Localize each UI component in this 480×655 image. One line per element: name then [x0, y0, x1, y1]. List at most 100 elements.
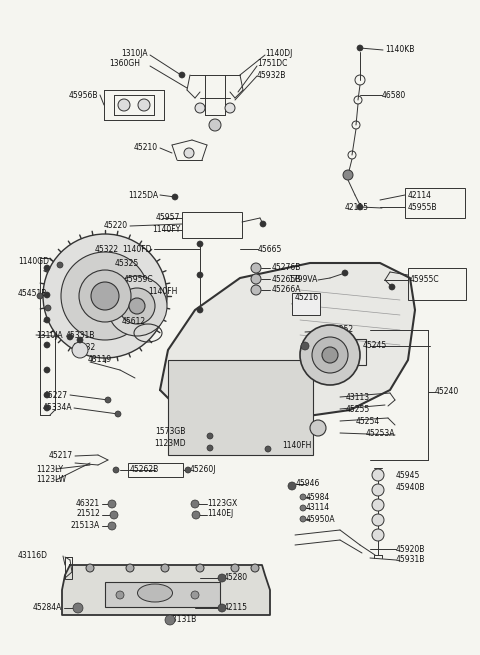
Circle shape: [113, 467, 119, 473]
Circle shape: [57, 262, 63, 268]
Circle shape: [357, 45, 363, 51]
Polygon shape: [62, 565, 270, 615]
Text: 45332: 45332: [72, 343, 96, 352]
Text: 45265B: 45265B: [272, 274, 301, 284]
Bar: [65, 557, 72, 579]
Circle shape: [108, 522, 116, 530]
Text: 45266A: 45266A: [272, 286, 301, 295]
Text: 45331B: 45331B: [66, 331, 96, 339]
Circle shape: [342, 270, 348, 276]
Text: 45245: 45245: [363, 341, 387, 350]
Circle shape: [191, 591, 199, 599]
Text: 45956B: 45956B: [69, 90, 98, 100]
Text: 45946: 45946: [296, 479, 320, 489]
Text: 45347: 45347: [334, 356, 359, 364]
Polygon shape: [160, 263, 415, 420]
Circle shape: [44, 405, 50, 411]
Circle shape: [37, 293, 43, 299]
Circle shape: [300, 505, 306, 511]
Circle shape: [197, 307, 203, 313]
Text: 43131B: 43131B: [168, 614, 197, 624]
Circle shape: [138, 99, 150, 111]
Circle shape: [110, 511, 118, 519]
Circle shape: [310, 420, 326, 436]
Text: 45959C: 45959C: [124, 274, 154, 284]
Text: 1140FH: 1140FH: [282, 441, 312, 451]
Text: 45945: 45945: [396, 470, 420, 479]
Circle shape: [44, 367, 50, 373]
Circle shape: [372, 529, 384, 541]
Text: 45665: 45665: [258, 244, 282, 253]
Bar: [405, 188, 465, 218]
Circle shape: [251, 274, 261, 284]
Text: 45920B: 45920B: [396, 544, 425, 553]
Text: 45227: 45227: [44, 390, 68, 400]
Text: 45254: 45254: [356, 417, 380, 426]
Circle shape: [119, 288, 155, 324]
Text: 42115: 42115: [224, 603, 248, 612]
Text: 1140EJ: 1140EJ: [207, 510, 233, 519]
Text: 45984: 45984: [306, 493, 330, 502]
Circle shape: [126, 564, 134, 572]
Circle shape: [300, 325, 360, 385]
Text: 45955B: 45955B: [408, 202, 437, 212]
Bar: [182, 212, 242, 238]
Circle shape: [260, 221, 266, 227]
Text: 45262B: 45262B: [130, 464, 159, 474]
Circle shape: [265, 446, 271, 452]
Circle shape: [44, 317, 50, 323]
Text: 45240: 45240: [435, 388, 459, 396]
Text: 1123MD: 1123MD: [155, 440, 186, 449]
Text: 45322: 45322: [95, 244, 119, 253]
Circle shape: [312, 337, 348, 373]
Circle shape: [79, 270, 131, 322]
Text: 43114: 43114: [306, 504, 330, 512]
Bar: [408, 268, 466, 300]
Bar: [168, 360, 313, 455]
Circle shape: [115, 411, 121, 417]
Ellipse shape: [137, 584, 172, 602]
Text: 43119: 43119: [88, 356, 112, 364]
Circle shape: [389, 284, 395, 290]
Text: 1140FY: 1140FY: [152, 225, 180, 234]
Text: 45276B: 45276B: [272, 263, 301, 272]
Text: 45612: 45612: [122, 318, 146, 326]
Text: 21512: 21512: [76, 510, 100, 519]
Circle shape: [44, 292, 50, 298]
Text: 45253A: 45253A: [366, 428, 396, 438]
Circle shape: [343, 170, 353, 180]
Text: 45955C: 45955C: [410, 276, 440, 284]
Text: 45940B: 45940B: [396, 483, 425, 491]
Text: 45950A: 45950A: [306, 514, 336, 523]
Circle shape: [61, 252, 149, 340]
Circle shape: [118, 99, 130, 111]
Text: 1123LY: 1123LY: [36, 464, 63, 474]
Text: 45334A: 45334A: [42, 403, 72, 413]
Text: 1310JA: 1310JA: [121, 48, 148, 58]
Circle shape: [107, 276, 167, 336]
Circle shape: [179, 72, 185, 78]
Text: 45210: 45210: [134, 143, 158, 153]
Text: 45255: 45255: [346, 405, 370, 413]
Circle shape: [196, 564, 204, 572]
Circle shape: [44, 342, 50, 348]
Circle shape: [288, 482, 296, 490]
Circle shape: [372, 469, 384, 481]
Text: 45217: 45217: [49, 451, 73, 460]
Circle shape: [195, 103, 205, 113]
Circle shape: [218, 604, 226, 612]
Circle shape: [44, 265, 50, 271]
Circle shape: [45, 305, 51, 311]
Text: 1140KB: 1140KB: [385, 45, 414, 54]
Circle shape: [251, 564, 259, 572]
Text: 1601DA: 1601DA: [310, 341, 340, 350]
Text: 1125DA: 1125DA: [128, 191, 158, 200]
Text: 21513A: 21513A: [71, 521, 100, 529]
Circle shape: [372, 499, 384, 511]
Circle shape: [43, 234, 167, 358]
Circle shape: [161, 564, 169, 572]
Circle shape: [209, 119, 221, 131]
Bar: [292, 293, 320, 315]
Text: 1310JA: 1310JA: [36, 331, 62, 339]
Text: 1573GB: 1573GB: [156, 428, 186, 436]
